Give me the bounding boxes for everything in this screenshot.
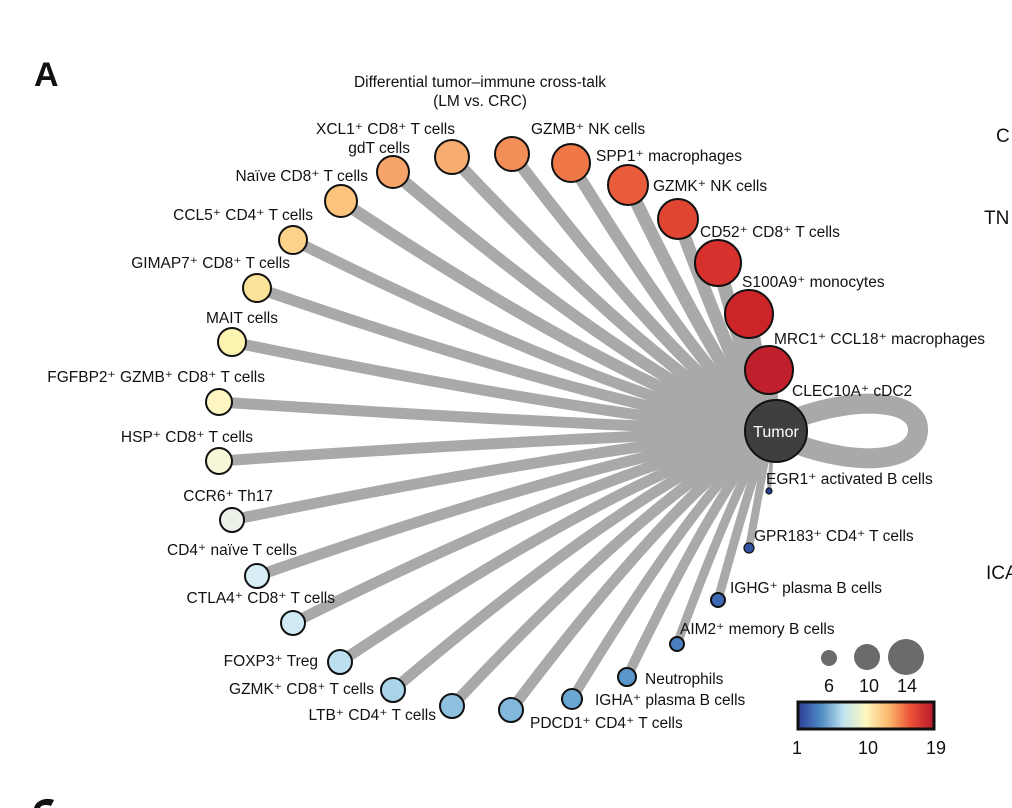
cropped-label-tn: TN xyxy=(984,208,1009,229)
cropped-label-c: C xyxy=(996,126,1010,147)
figure-title-line2: (LM vs. CRC) xyxy=(433,93,527,110)
tumor-node xyxy=(744,399,808,463)
node-label-17: AIM2⁺ memory B cells xyxy=(680,621,835,638)
node-13 xyxy=(439,693,465,719)
node-20 xyxy=(765,487,773,495)
node-4 xyxy=(242,273,272,303)
node-14 xyxy=(498,697,524,723)
node-label-12: GZMK⁺ CD8⁺ T cells xyxy=(229,681,374,698)
size-legend-circle-medium xyxy=(854,644,880,670)
size-legend-circle-large xyxy=(888,639,924,675)
node-5 xyxy=(217,327,247,357)
node-8 xyxy=(219,507,245,533)
node-15 xyxy=(561,688,583,710)
size-legend-label-small: 6 xyxy=(824,676,834,696)
labels-layer: XCL1⁺ CD8⁺ T cells gdT cells Naïve CD8⁺ T … xyxy=(47,121,985,732)
figure-title-line1: Differential tumor–immune cross-talk xyxy=(354,74,606,91)
node-19 xyxy=(743,542,755,554)
node-3 xyxy=(278,225,308,255)
node-label-25: GZMK⁺ NK cells xyxy=(653,178,767,195)
node-12 xyxy=(380,677,406,703)
node-11 xyxy=(327,649,353,675)
node-label-0: XCL1⁺ CD8⁺ T cells xyxy=(316,121,455,138)
node-label-1: gdT cells xyxy=(348,140,410,157)
panel-label: A xyxy=(34,56,59,94)
node-label-14: PDCD1⁺ CD4⁺ T cells xyxy=(530,715,683,732)
node-27 xyxy=(494,136,530,172)
size-legend-label-medium: 10 xyxy=(859,676,879,696)
colorbar xyxy=(796,700,936,731)
node-label-22: MRC1⁺ CCL18⁺ macrophages xyxy=(774,331,985,348)
node-0 xyxy=(376,155,410,189)
node-25 xyxy=(607,164,649,206)
node-label-27: GZMB⁺ NK cells xyxy=(531,121,645,138)
colorbar-tick-min: 1 xyxy=(792,738,802,758)
node-label-4: GIMAP7⁺ CD8⁺ T cells xyxy=(131,255,290,272)
colorbar-tick-max: 19 xyxy=(926,738,946,758)
node-label-13: LTB⁺ CD4⁺ T cells xyxy=(309,707,437,724)
size-legend-circle-small xyxy=(821,650,837,666)
node-label-6: FGFBP2⁺ GZMB⁺ CD8⁺ T cells xyxy=(47,369,265,386)
node-16 xyxy=(617,667,637,687)
node-26 xyxy=(551,143,591,183)
node-label-8: CCR6⁺ Th17 xyxy=(183,488,273,505)
node-label-5: MAIT cells xyxy=(206,310,278,327)
node-label-23: S100A9⁺ monocytes xyxy=(742,274,885,291)
node-label-20: EGR1⁺ activated B cells xyxy=(766,471,933,488)
node-9 xyxy=(244,563,270,589)
node-label-9: CD4⁺ naïve T cells xyxy=(167,542,297,559)
node-label-11: FOXP3⁺ Treg xyxy=(224,653,318,670)
node-label-18: IGHG⁺ plasma B cells xyxy=(730,580,882,597)
node-23 xyxy=(694,239,742,287)
node-label-26: SPP1⁺ macrophages xyxy=(596,148,742,165)
tumor-label: Tumor xyxy=(753,424,799,441)
node-6 xyxy=(205,388,233,416)
next-panel-letter-fragment xyxy=(34,798,54,808)
node-label-10: CTLA4⁺ CD8⁺ T cells xyxy=(187,590,336,607)
tumor-self-loop xyxy=(786,393,928,469)
tumor-hub: Tumor xyxy=(744,399,808,463)
node-10 xyxy=(280,610,306,636)
node-label-7: HSP⁺ CD8⁺ T cells xyxy=(121,429,253,446)
size-legend-label-large: 14 xyxy=(897,676,917,696)
node-1 xyxy=(434,139,470,175)
node-label-16: Neutrophils xyxy=(645,671,724,688)
colorbar-tick-mid: 10 xyxy=(858,738,878,758)
size-legend: 6 10 14 xyxy=(821,639,924,696)
node-label-19: GPR183⁺ CD4⁺ T cells xyxy=(754,528,914,545)
node-label-15: IGHA⁺ plasma B cells xyxy=(595,692,746,709)
node-2 xyxy=(324,184,358,218)
node-label-24: CD52⁺ CD8⁺ T cells xyxy=(700,224,840,241)
edge-27 xyxy=(506,148,776,437)
node-17 xyxy=(669,636,685,652)
nodes-layer xyxy=(205,136,794,723)
node-label-21: CLEC10A⁺ cDC2 xyxy=(792,383,912,400)
node-18 xyxy=(710,592,726,608)
node-label-2: Naïve CD8⁺ T cells xyxy=(235,168,368,185)
color-legend: 1 10 19 xyxy=(792,700,946,758)
node-21 xyxy=(744,345,794,395)
node-24 xyxy=(657,198,699,240)
cropped-label-ica: ICA xyxy=(986,563,1012,584)
node-22 xyxy=(724,289,774,339)
node-7 xyxy=(205,447,233,475)
node-label-3: CCL5⁺ CD4⁺ T cells xyxy=(173,207,313,224)
